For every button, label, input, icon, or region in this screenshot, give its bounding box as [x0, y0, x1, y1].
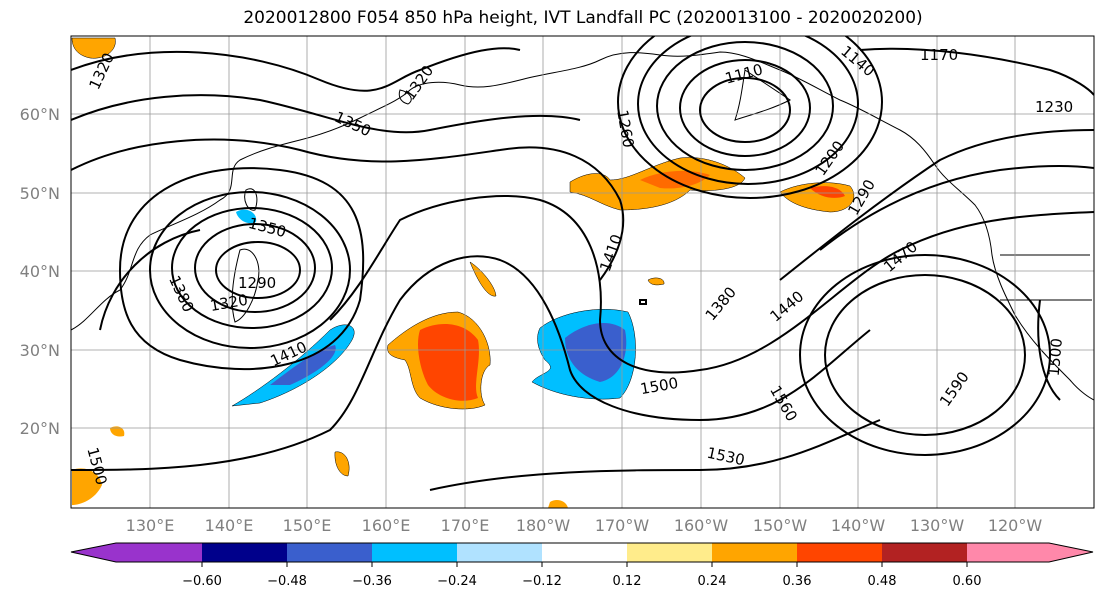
negative-anomaly-east-japan: [231, 324, 355, 407]
colorbar-tick-label: −0.12: [522, 574, 562, 589]
colorbar-tick-label: 0.24: [698, 574, 727, 589]
lon-label: 150°W: [753, 516, 808, 535]
colorbar-bin: [627, 543, 712, 562]
lon-label: 180°W: [516, 516, 571, 535]
lon-label: 150°E: [283, 516, 332, 535]
lat-label: 20°N: [20, 419, 60, 438]
colorbar-extend-high: [1049, 543, 1093, 562]
lon-label: 140°W: [831, 516, 886, 535]
colorbar-tick-label: 0.12: [613, 574, 642, 589]
colorbar-bin: [287, 543, 372, 562]
map-panel: 1320 1320 1350 1260 1110 1140 1170 1230 …: [70, 35, 1095, 509]
lat-label: 40°N: [20, 262, 60, 281]
colorbar-bin: [967, 543, 1049, 562]
colorbar-bin: [712, 543, 797, 562]
contour-label: 1290: [238, 274, 276, 292]
lat-label: 50°N: [20, 184, 60, 203]
lon-label: 160°W: [674, 516, 729, 535]
colorbar-bin: [542, 543, 627, 562]
colorbar-tick-label: 0.48: [868, 574, 897, 589]
contour-label: 1500: [1045, 337, 1066, 377]
lon-label: 130°E: [126, 516, 175, 535]
colorbar-tick-label: −0.48: [267, 574, 307, 589]
contour-label: 1170: [920, 46, 958, 64]
colorbar-bin: [116, 543, 202, 562]
ivt-shading: [71, 37, 855, 508]
colorbar-tick-label: −0.60: [182, 574, 222, 589]
colorbar-tick-label: 0.36: [783, 574, 812, 589]
colorbar: −0.60 −0.48 −0.36 −0.24 −0.12 0.12 0.24 …: [70, 542, 1094, 589]
height-contours: [71, 36, 1094, 491]
colorbar-bin: [882, 543, 967, 562]
lon-label: 130°W: [910, 516, 965, 535]
lon-label: 160°E: [362, 516, 411, 535]
contour-label: 1230: [1035, 98, 1073, 116]
latitude-labels: 60°N 50°N 40°N 30°N 20°N: [20, 105, 60, 438]
colorbar-bin: [797, 543, 882, 562]
coastlines: [71, 51, 1094, 401]
lon-label: 120°W: [988, 516, 1043, 535]
colorbar-bin: [372, 543, 457, 562]
lat-label: 60°N: [20, 105, 60, 124]
colorbar-tick-label: −0.36: [352, 574, 392, 589]
lon-label: 140°E: [205, 516, 254, 535]
colorbar-ticks: [201, 562, 968, 567]
longitude-labels: 130°E 140°E 150°E 160°E 170°E 180°W 170°…: [126, 516, 1043, 535]
colorbar-tick-label: 0.60: [953, 574, 982, 589]
colorbar-bin: [457, 543, 542, 562]
colorbar-bin: [202, 543, 287, 562]
map-title: 2020012800 F054 850 hPa height, IVT Land…: [243, 8, 923, 28]
colorbar-tick-label: −0.24: [437, 574, 477, 589]
lon-label: 170°E: [441, 516, 490, 535]
lon-label: 170°W: [595, 516, 650, 535]
colorbar-extend-low: [71, 543, 116, 562]
lat-label: 30°N: [20, 341, 60, 360]
